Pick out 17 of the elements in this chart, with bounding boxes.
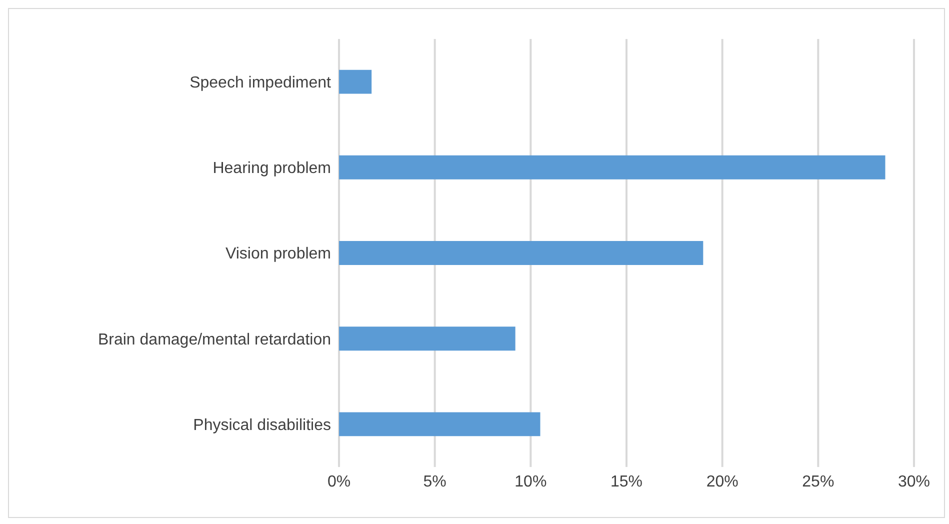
x-tick-label: 10% (514, 473, 547, 490)
x-tick-label: 30% (898, 473, 930, 490)
bar (339, 241, 704, 265)
x-tick-label: 25% (802, 473, 834, 490)
bar (339, 326, 516, 351)
x-tick-label: 0% (327, 473, 351, 490)
bar (339, 412, 540, 436)
y-tick-label: Brain damage/mental retardation (98, 331, 331, 348)
bar (339, 155, 886, 180)
bar (339, 70, 372, 94)
x-tick-label: 5% (423, 473, 446, 490)
x-tick-label: 20% (706, 473, 738, 490)
y-tick-label: Hearing problem (212, 160, 331, 178)
x-tick-label: 15% (610, 473, 643, 490)
y-tick-label: Vision problem (225, 246, 331, 263)
y-tick-label: Speech impediment (190, 74, 332, 92)
y-tick-label: Physical disabilities (193, 416, 331, 434)
